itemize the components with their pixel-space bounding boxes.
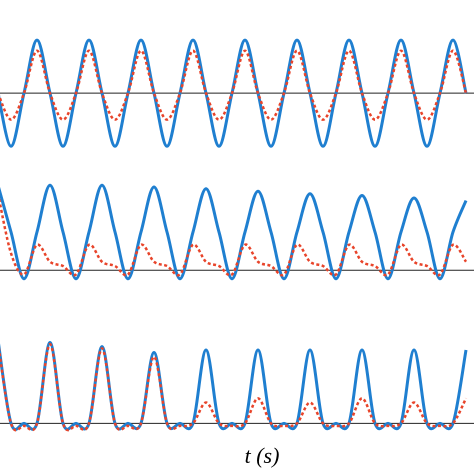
series-line <box>0 183 468 281</box>
series-line <box>0 341 468 431</box>
series-line <box>0 49 468 121</box>
series-line <box>0 197 468 277</box>
x-axis-label: t (s) <box>245 443 280 468</box>
panel <box>0 183 474 281</box>
series-line <box>0 342 468 432</box>
panel <box>0 38 474 148</box>
panel <box>0 341 474 432</box>
